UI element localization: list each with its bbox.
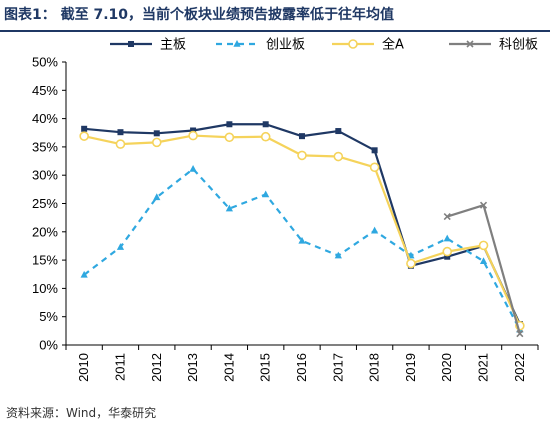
data-point	[297, 150, 307, 161]
legend-label: 全A	[382, 37, 404, 53]
x-axis: 2010 2011 2012 2013 2014 2015 2016 2017 2018 2019…	[65, 344, 539, 382]
data-point	[79, 131, 89, 141]
data-point	[80, 270, 88, 278]
data-point	[224, 132, 235, 143]
data-point	[233, 40, 241, 47]
x-tick-label: 2016	[294, 353, 309, 382]
y-tick-label: 45%	[32, 83, 58, 98]
data-point	[189, 164, 197, 172]
data-point-stroke	[443, 212, 451, 221]
y-axis: 0% 5% 10% 15% 20% 25% 30% 35% 40% 45% 50%	[32, 55, 67, 353]
y-tick-label: 20%	[32, 224, 58, 239]
x-tick-label: 2015	[258, 353, 273, 382]
x-tick-label: 2013	[185, 353, 200, 382]
data-point	[225, 204, 233, 212]
data-point	[443, 234, 451, 242]
series-line	[83, 134, 521, 327]
data-point	[406, 258, 416, 269]
data-point	[479, 201, 488, 209]
y-tick-label: 30%	[32, 168, 58, 183]
data-point	[444, 253, 451, 260]
data-point	[348, 39, 358, 49]
legend-label: 创业板	[266, 38, 305, 53]
x-tick-label: 2018	[367, 353, 382, 382]
data-point	[153, 130, 160, 137]
legend-item: 创业板	[216, 38, 305, 53]
x-tick-label: 2012	[149, 353, 164, 382]
data-point	[516, 330, 524, 338]
data-point	[371, 147, 378, 154]
data-point	[262, 190, 270, 198]
y-tick-label: 40%	[32, 111, 58, 126]
y-tick-label: 25%	[32, 196, 58, 211]
data-point	[116, 243, 125, 250]
line-chart: 主板 创业板 全A 科创板 0% 5% 10% 15% 20% 25% 30% 35% 40% 45% 5…	[32, 37, 539, 382]
y-tick-label: 50%	[32, 55, 58, 70]
data-point	[299, 133, 305, 140]
data-point	[371, 226, 379, 234]
series-lines	[79, 121, 525, 338]
y-tick-label: 15%	[32, 253, 58, 268]
series-科创板	[443, 201, 524, 338]
chart-title: 图表1： 截至 7.10，当前个板块业绩预告披露率低于往年均值	[0, 0, 550, 32]
x-tick-label: 2017	[330, 353, 345, 382]
data-point	[442, 246, 453, 257]
y-tick-label: 35%	[32, 139, 58, 154]
legend-label: 科创板	[499, 38, 538, 53]
data-point	[81, 125, 88, 132]
data-point-stroke	[516, 330, 524, 338]
data-point	[466, 40, 474, 48]
data-point	[117, 129, 124, 136]
data-point	[260, 131, 271, 142]
data-point	[298, 236, 306, 244]
x-tick-label: 2021	[476, 353, 491, 382]
data-point	[478, 240, 489, 251]
x-tick-label: 2011	[112, 353, 127, 381]
y-tick-label: 5%	[39, 309, 58, 324]
y-tick-label: 10%	[32, 281, 58, 296]
x-tick-label: 2020	[439, 353, 454, 382]
y-tick-label: 0%	[39, 338, 58, 353]
data-point	[151, 137, 162, 148]
legend-item: 主板	[110, 38, 186, 53]
legend: 主板 创业板 全A 科创板	[110, 37, 538, 53]
data-point	[333, 151, 344, 162]
x-tick-label: 2010	[76, 353, 91, 382]
data-point-stroke	[479, 201, 488, 209]
legend-item: 全A	[332, 37, 404, 53]
data-point	[335, 128, 342, 135]
legend-label: 主板	[160, 38, 186, 53]
data-point	[334, 251, 342, 259]
legend-item: 科创板	[449, 38, 538, 53]
data-point	[479, 257, 488, 265]
data-point	[262, 121, 269, 128]
data-point-stroke	[466, 40, 474, 48]
data-point	[190, 127, 197, 134]
data-point	[226, 121, 233, 128]
data-point	[153, 193, 161, 201]
data-point	[128, 41, 134, 47]
series-创业板	[80, 164, 524, 333]
data-point	[369, 162, 380, 173]
source-note: 资料来源：Wind，华泰研究	[6, 406, 157, 420]
data-point	[115, 139, 126, 149]
series-line	[446, 204, 521, 334]
data-point	[188, 130, 198, 141]
data-point	[443, 212, 451, 221]
series-全A	[79, 130, 525, 331]
x-tick-label: 2022	[512, 353, 527, 382]
x-tick-label: 2019	[403, 353, 418, 382]
x-tick-label: 2014	[221, 353, 236, 382]
